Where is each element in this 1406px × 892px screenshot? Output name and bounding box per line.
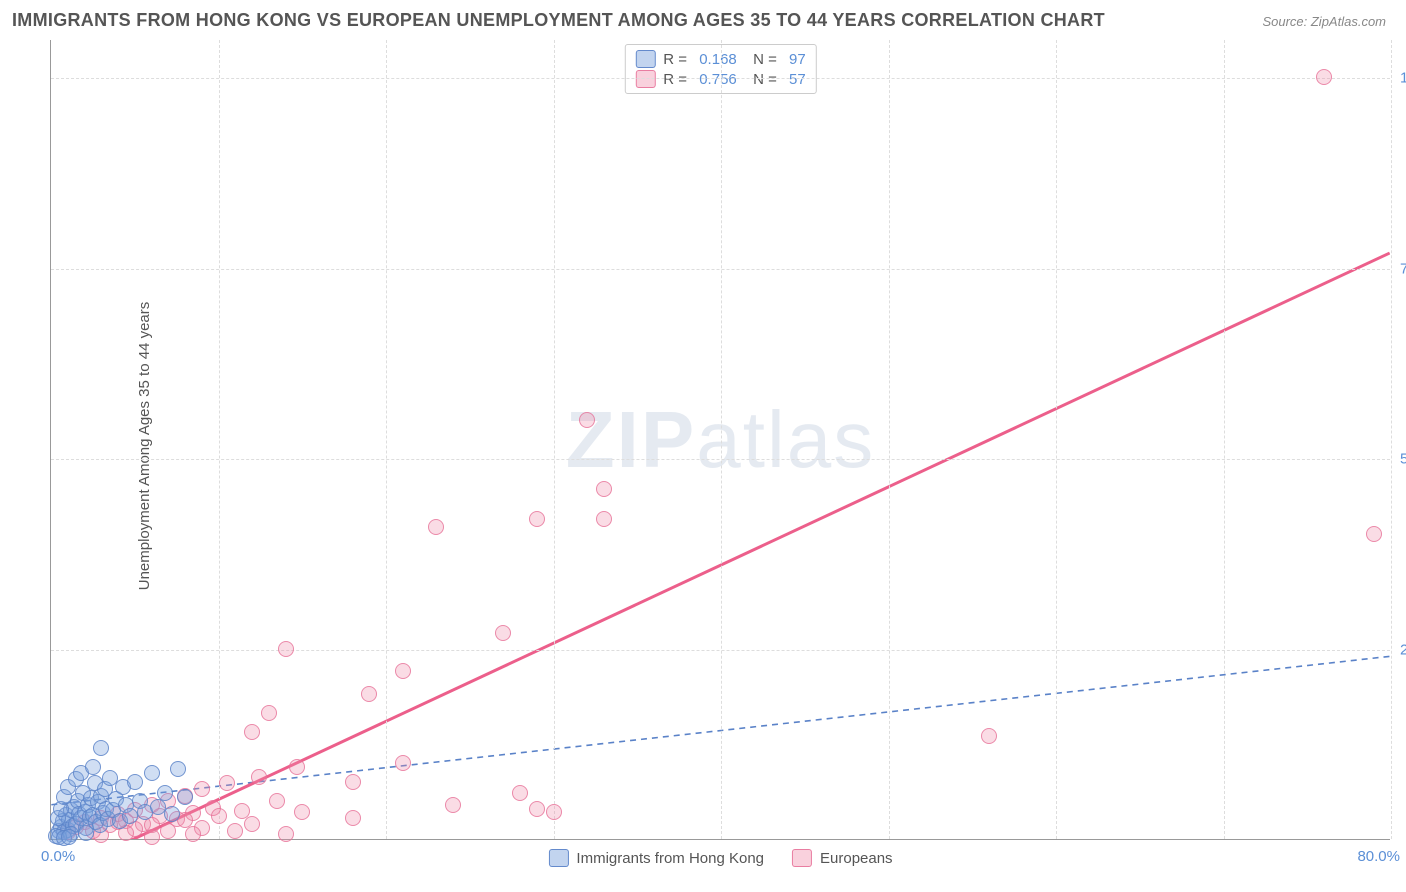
scatter-point-pink xyxy=(495,625,511,641)
legend-series-item: Europeans xyxy=(792,849,893,867)
gridline-v xyxy=(1391,40,1392,839)
scatter-point-blue xyxy=(78,825,94,841)
scatter-point-pink xyxy=(596,481,612,497)
scatter-point-pink xyxy=(529,511,545,527)
scatter-point-blue xyxy=(127,774,143,790)
legend-r-label: R = xyxy=(663,51,691,68)
scatter-point-blue xyxy=(177,789,193,805)
legend-swatch xyxy=(635,50,655,68)
scatter-point-pink xyxy=(294,804,310,820)
scatter-point-pink xyxy=(144,829,160,845)
legend-swatch xyxy=(792,849,812,867)
gridline-v xyxy=(1224,40,1225,839)
legend-n-value: 97 xyxy=(789,51,806,68)
scatter-point-pink xyxy=(261,705,277,721)
scatter-point-pink xyxy=(345,810,361,826)
x-tick-min: 0.0% xyxy=(41,848,75,865)
legend-series-label: Europeans xyxy=(820,850,893,867)
gridline-v xyxy=(219,40,220,839)
scatter-point-pink xyxy=(160,823,176,839)
scatter-point-pink xyxy=(219,775,235,791)
scatter-point-blue xyxy=(61,829,77,845)
y-tick-label: 50.0% xyxy=(1400,451,1406,468)
y-tick-label: 100.0% xyxy=(1400,70,1406,87)
scatter-point-blue xyxy=(144,765,160,781)
source-label: Source: ZipAtlas.com xyxy=(1262,14,1386,29)
scatter-point-pink xyxy=(546,804,562,820)
scatter-point-pink xyxy=(529,801,545,817)
scatter-point-pink xyxy=(1366,526,1382,542)
scatter-point-blue xyxy=(170,761,186,777)
legend-series-label: Immigrants from Hong Kong xyxy=(576,850,764,867)
scatter-point-pink xyxy=(185,826,201,842)
gridline-v xyxy=(1056,40,1057,839)
scatter-point-pink xyxy=(395,755,411,771)
scatter-point-pink xyxy=(981,728,997,744)
scatter-point-pink xyxy=(227,823,243,839)
gridline-v xyxy=(721,40,722,839)
y-tick-label: 25.0% xyxy=(1400,641,1406,658)
scatter-point-pink xyxy=(211,808,227,824)
y-tick-label: 75.0% xyxy=(1400,260,1406,277)
scatter-point-blue xyxy=(157,785,173,801)
x-tick-max: 80.0% xyxy=(1357,848,1400,865)
scatter-point-pink xyxy=(1316,69,1332,85)
legend-series-item: Immigrants from Hong Kong xyxy=(548,849,764,867)
scatter-point-blue xyxy=(85,759,101,775)
scatter-point-pink xyxy=(395,663,411,679)
legend-swatch xyxy=(548,849,568,867)
scatter-point-pink xyxy=(596,511,612,527)
scatter-point-blue xyxy=(93,740,109,756)
scatter-point-pink xyxy=(244,724,260,740)
scatter-point-pink xyxy=(251,769,267,785)
scatter-point-pink xyxy=(244,816,260,832)
scatter-point-pink xyxy=(445,797,461,813)
scatter-point-pink xyxy=(512,785,528,801)
gridline-v xyxy=(554,40,555,839)
scatter-point-pink xyxy=(278,641,294,657)
scatter-point-pink xyxy=(361,686,377,702)
scatter-point-pink xyxy=(278,826,294,842)
scatter-point-pink xyxy=(579,412,595,428)
scatter-point-blue xyxy=(122,808,138,824)
chart-title: IMMIGRANTS FROM HONG KONG VS EUROPEAN UN… xyxy=(12,10,1105,31)
trend-line xyxy=(85,253,1390,839)
legend-n-label: N = xyxy=(745,51,781,68)
scatter-point-blue xyxy=(164,806,180,822)
gridline-v xyxy=(386,40,387,839)
plot-area: ZIPatlas R = 0.168 N = 97R = 0.756 N = 5… xyxy=(50,40,1390,840)
scatter-point-pink xyxy=(269,793,285,809)
gridline-v xyxy=(889,40,890,839)
scatter-point-pink xyxy=(428,519,444,535)
scatter-point-pink xyxy=(194,781,210,797)
legend-r-value: 0.168 xyxy=(699,51,737,68)
legend-series: Immigrants from Hong Kong Europeans xyxy=(548,849,892,867)
scatter-point-pink xyxy=(345,774,361,790)
scatter-point-pink xyxy=(289,759,305,775)
